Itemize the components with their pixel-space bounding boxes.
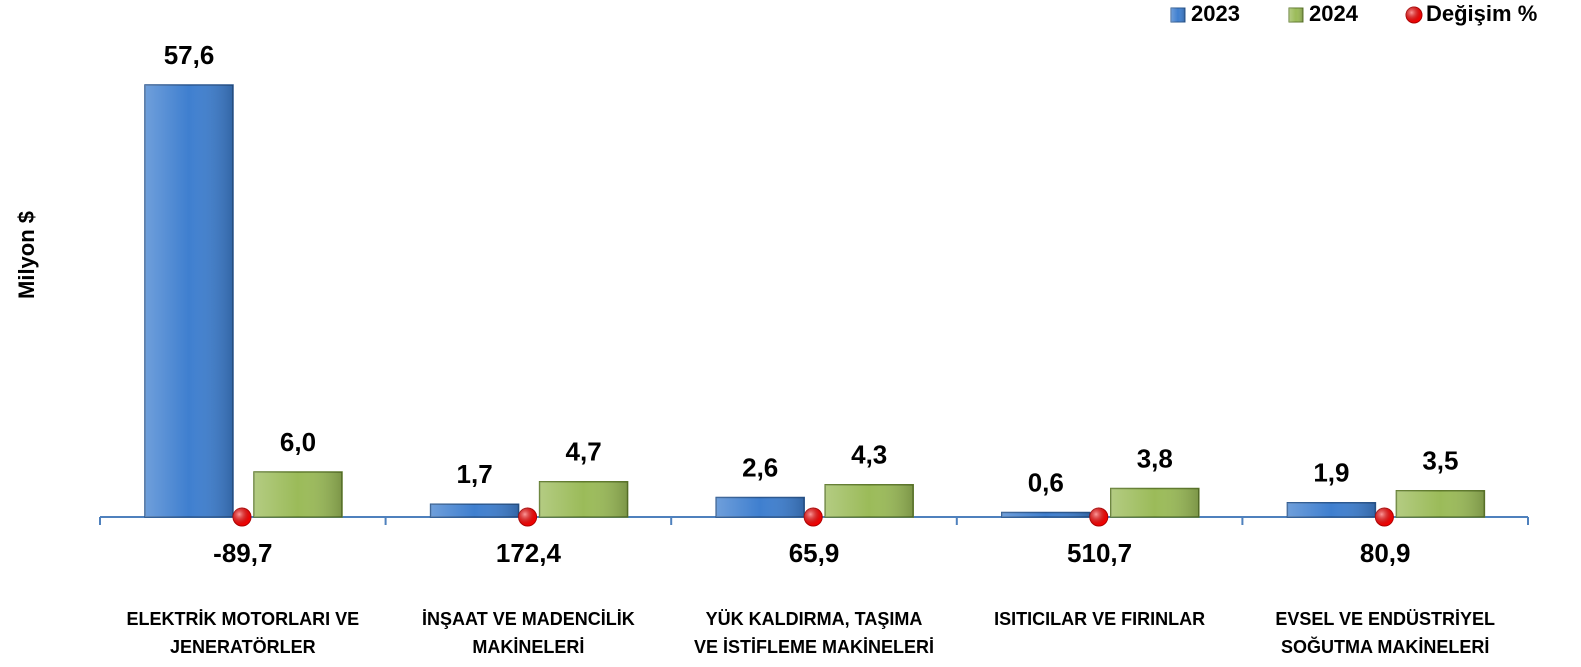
marker-shine <box>1406 7 1422 23</box>
swatch-shade <box>1289 8 1303 22</box>
data-label: 65,9 <box>789 538 840 568</box>
marker-shine <box>233 508 251 526</box>
data-label: -89,7 <box>213 538 272 568</box>
y-axis-label: Milyon $ <box>14 211 39 299</box>
bar-shade <box>1287 502 1376 517</box>
bar-shade <box>825 484 914 517</box>
legend-label: 2023 <box>1191 1 1240 26</box>
marker-shine <box>518 508 537 526</box>
data-label: 80,9 <box>1360 538 1411 568</box>
data-label: 3,8 <box>1137 443 1173 473</box>
data-label: 4,3 <box>851 440 887 470</box>
bar-shade <box>430 504 519 517</box>
bar-shade <box>1396 490 1485 517</box>
x-tick-label: ELEKTRİK MOTORLARI VE JENERATÖRLER <box>126 609 360 657</box>
marker-shine <box>804 508 823 526</box>
data-label: 172,4 <box>496 538 562 568</box>
data-label: 1,7 <box>457 459 493 489</box>
data-label: 0,6 <box>1028 467 1064 497</box>
legend-label: 2024 <box>1309 1 1359 26</box>
x-tick-label: YÜK KALDIRMA, TAŞIMA VE İSTİFLEME MAKİNE… <box>693 609 934 657</box>
legend-label: Değişim % <box>1426 1 1537 26</box>
bar-shade <box>716 497 805 517</box>
bar-shade <box>539 481 628 517</box>
data-label: 2,6 <box>742 452 778 482</box>
data-label: 4,7 <box>566 437 602 467</box>
data-label: 510,7 <box>1067 538 1132 568</box>
data-label: 3,5 <box>1422 446 1458 476</box>
bar-shade <box>145 85 233 517</box>
data-label: 57,6 <box>164 40 215 70</box>
marker-shine <box>1089 508 1108 526</box>
bar-shade <box>1001 512 1090 517</box>
bar-shade <box>254 472 342 517</box>
x-tick-label: EVSEL VE ENDÜSTRİYEL SOĞUTMA MAKİNELERİ <box>1275 609 1496 657</box>
bar-shade <box>1110 488 1199 517</box>
x-tick-label: ISITICILAR VE FIRINLAR <box>994 609 1206 629</box>
swatch-shade <box>1171 8 1185 22</box>
data-label: 1,9 <box>1313 458 1349 488</box>
x-tick-label: İNŞAAT VE MADENCİLİK MAKİNELERİ <box>422 609 635 657</box>
marker-shine <box>1375 508 1394 526</box>
data-label: 6,0 <box>280 427 316 457</box>
